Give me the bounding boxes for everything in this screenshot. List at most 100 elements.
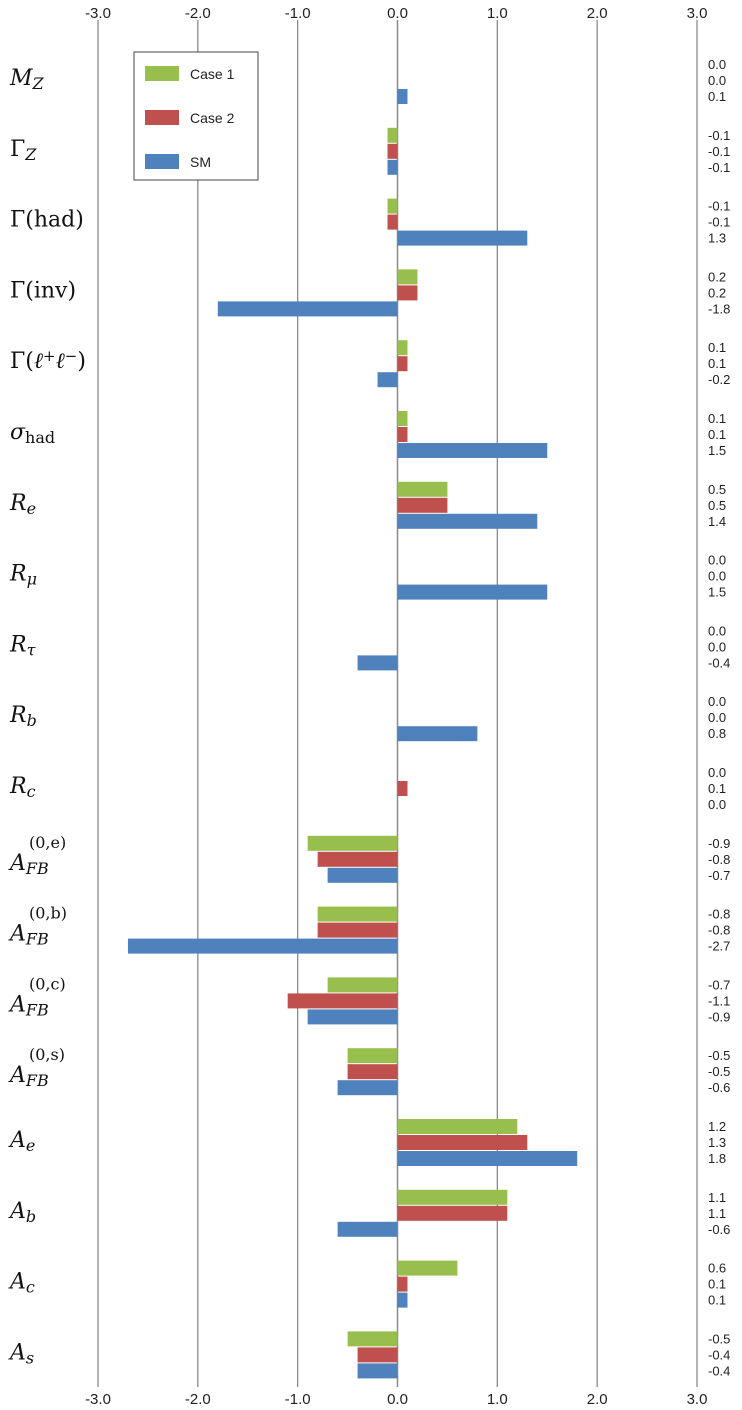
value-label: 1.8 [708,1151,726,1166]
observable-label: Rc [9,774,36,801]
bar-case-2 [387,214,398,230]
x-tick-label-bottom: 3.0 [687,1391,708,1408]
observable-labels: MZ ΓZ Γ(had) Γ(inv) Γ(ℓ+ℓ−) σhad Re Rμ Rτ Rb Rc AFB… [8,66,86,1368]
bar-sm [397,230,528,246]
value-label: 0.1 [708,781,726,796]
bar-case-2 [397,1135,528,1150]
value-label: 0.0 [708,57,726,72]
observable-label: ΓZ [10,137,37,164]
value-label: -0.4 [708,1363,730,1378]
bar-sm [397,89,408,104]
observable-label: MZ [9,66,45,93]
observable-label: σhad [10,420,55,447]
observable-label: Rμ [9,562,37,589]
bar-sm [397,1292,408,1308]
bar-case-2 [317,922,398,938]
value-label: 0.0 [708,694,726,709]
bar-sm [357,655,398,671]
observable-label: AFB(0,s) [8,1045,65,1090]
observable-label: Re [9,491,36,518]
bar-sm [217,301,398,317]
value-label: 0.0 [708,569,726,584]
value-label: -1.8 [708,301,730,316]
x-tick-label-top: 0.0 [387,5,408,22]
bar-sm [397,726,478,742]
x-tick-label-top: -2.0 [185,5,211,22]
value-label: -0.1 [708,215,730,230]
bar-case-1 [347,1331,398,1347]
value-label: 1.1 [708,1190,726,1205]
bar-sm [397,443,548,458]
value-label: 1.3 [708,231,726,246]
value-label: -0.1 [708,144,730,159]
bar-sm [397,513,538,529]
observable-label: Γ(had) [10,208,84,233]
bar-case-1 [397,1260,458,1276]
x-tick-label-bottom: 0.0 [387,1391,408,1408]
value-label: -0.1 [708,160,730,175]
bar-sm [307,1009,398,1025]
bar-case-2 [397,497,448,513]
observable-label: Γ(ℓ+ℓ−) [10,347,86,374]
value-label: 0.1 [708,356,726,371]
value-label: 1.5 [708,443,726,458]
bar-case-1 [397,411,408,426]
bar-sm [387,159,398,175]
x-tick-label-bottom: -1.0 [285,1391,311,1408]
value-label: -0.9 [708,1009,730,1024]
bar-sm [337,1080,398,1096]
value-label: -0.7 [708,977,730,992]
bar-case-1 [397,1189,508,1205]
x-tick-label-top: 2.0 [587,5,608,22]
value-label: 0.0 [708,639,726,654]
value-label: -0.5 [708,1048,730,1063]
bar-case-2 [397,285,418,301]
value-label: 0.0 [708,710,726,725]
x-tick-label-top: -3.0 [85,5,111,22]
bar-case-2 [317,851,398,867]
bar-case-2 [347,1064,398,1080]
value-label: 0.2 [708,285,726,300]
bar-case-1 [317,906,398,922]
x-tick-label-bottom: 1.0 [487,1391,508,1408]
legend-swatch [145,154,179,169]
observable-label: As [8,1340,34,1367]
x-tick-label-top: -1.0 [285,5,311,22]
bar-case-1 [397,340,408,356]
x-tick-label-bottom: 2.0 [587,1391,608,1408]
value-label: -0.1 [708,199,730,214]
value-label: -0.2 [708,372,730,387]
value-label: 0.1 [708,411,726,426]
x-axis-ticks: -3.0 -3.0 -2.0 -2.0 -1.0 -1.0 0.0 0.0 1.0 1.0 2.0 2… [85,5,707,1408]
legend-swatch [145,66,179,81]
bar-case-1 [397,1119,518,1134]
bar-sm [397,1151,578,1166]
legend: Case 1 Case 2 SM [133,51,259,181]
value-label: -0.5 [708,1331,730,1346]
observable-label: AFB(0,c) [8,974,66,1019]
value-label: 0.1 [708,340,726,355]
value-label: 1.5 [708,585,726,600]
bar-case-2 [397,1276,408,1292]
value-label: -0.4 [708,1347,730,1362]
bar-case-2 [397,427,408,442]
value-label: 0.0 [708,73,726,88]
bar-case-1 [307,835,398,851]
value-label: 0.1 [708,89,726,104]
value-label: 0.0 [708,765,726,780]
value-label: 1.4 [708,514,726,529]
bar-case-2 [397,781,408,796]
observable-label: Ac [8,1270,35,1297]
value-label: 1.1 [708,1206,726,1221]
x-tick-label-top: 3.0 [687,5,708,22]
observable-label: Ae [8,1128,35,1155]
value-label: -0.7 [708,868,730,883]
value-label: -0.5 [708,1064,730,1079]
bar-case-1 [387,198,398,214]
bar-sm [377,372,398,388]
value-label: -0.8 [708,923,730,938]
value-label: 0.8 [708,726,726,741]
legend-swatch [145,110,179,125]
x-tick-label-bottom: -2.0 [185,1391,211,1408]
observable-label: Ab [8,1199,36,1226]
